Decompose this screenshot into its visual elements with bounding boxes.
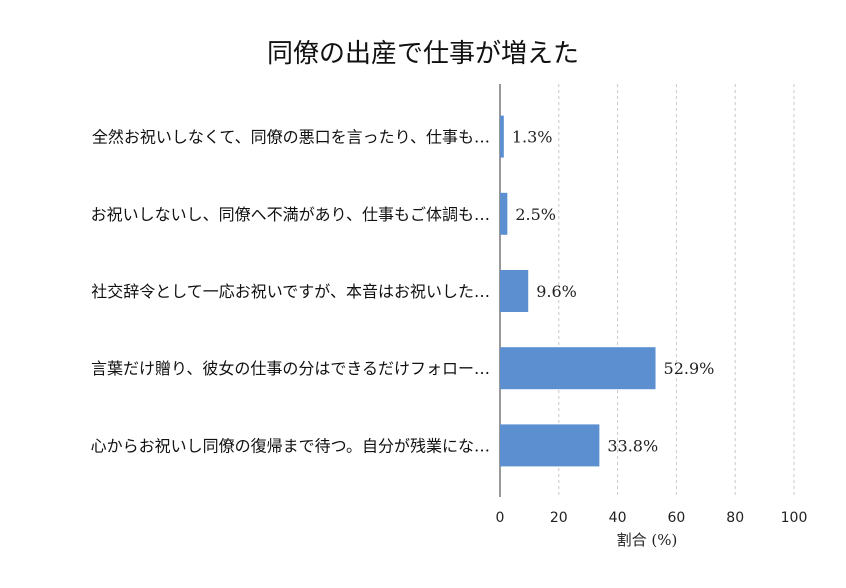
category-label: お祝いしないし、同僚へ不満があり、仕事もご体調も… [91, 205, 490, 224]
x-tick-label: 20 [550, 510, 568, 526]
value-label: 1.3% [512, 128, 553, 147]
x-tick-label: 40 [609, 510, 627, 526]
x-tick-label: 0 [496, 510, 505, 526]
bar [500, 115, 504, 158]
value-label: 33.8% [607, 436, 658, 455]
value-label: 2.5% [515, 205, 556, 224]
x-ticks: 0 20 40 60 80 100 [496, 510, 808, 526]
x-tick-label: 100 [781, 510, 808, 526]
bar [500, 192, 508, 235]
chart-title: 同僚の出産で仕事が増えた [267, 39, 579, 69]
bar [500, 424, 600, 467]
value-label: 52.9% [664, 359, 715, 378]
bar [500, 347, 656, 390]
x-axis-title: 割合 (%) [617, 531, 678, 549]
category-label: 全然お祝いしなくて、同僚の悪口を言ったり、仕事も… [92, 128, 490, 147]
value-label: 9.6% [536, 282, 577, 301]
bars [500, 115, 656, 467]
x-tick-label: 60 [667, 510, 685, 526]
x-tick-label: 80 [726, 510, 744, 526]
category-labels: 全然お祝いしなくて、同僚の悪口を言ったり、仕事も… お祝いしないし、同僚へ不満があ… [91, 128, 490, 456]
category-label: 社交辞令として一応お祝いですが、本音はお祝いした… [91, 282, 490, 301]
category-label: 言葉だけ贈り、彼女の仕事の分はできるだけフォロー… [91, 359, 490, 378]
category-label: 心からお祝いし同僚の復帰まで待つ。自分が残業にな… [91, 436, 490, 455]
bar [500, 270, 529, 312]
value-labels: 1.3% 2.5% 9.6% 52.9% 33.8% [512, 128, 715, 456]
